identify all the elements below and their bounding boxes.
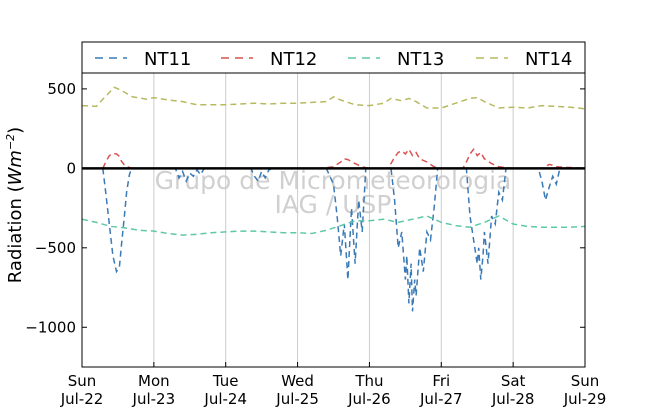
x-tick-label-day: Sun [571,372,600,390]
x-tick-label-day: Sun [68,372,97,390]
y-axis-ticks: 500 0 −500 −1000 [25,80,585,336]
y-tick-label: 0 [66,159,76,177]
x-tick-label-date: Jul-25 [275,390,319,408]
legend-label-nt13: NT13 [397,49,444,70]
watermark: Grupo de Micrometeorologia IAG / USP [155,166,512,219]
legend-box [81,41,586,74]
x-tick-label-day: Thu [354,372,383,390]
x-tick-label-date: Jul-23 [132,390,176,408]
x-tick-label-day: Mon [138,372,170,390]
x-tick-label-date: Jul-27 [419,390,463,408]
watermark-line-2: IAG / USP [275,190,392,219]
x-tick-label-date: Jul-28 [491,390,535,408]
x-tick-label-day: Wed [281,372,314,390]
y-tick-label: −1000 [25,318,76,336]
y-tick-label: −500 [35,239,76,257]
y-axis-label: Radiation (Wm−2) [4,127,26,283]
x-axis-ticks: SunJul-22MonJul-23TueJul-24WedJul-25ThuJ… [60,362,607,408]
legend-label-nt11: NT11 [144,49,191,70]
x-tick-label-date: Jul-26 [347,390,391,408]
plot-frame [81,72,586,368]
legend-label-nt12: NT12 [270,49,317,70]
grid-lines [153,73,514,367]
x-tick-label-day: Sat [501,372,526,390]
series-line-nt14 [81,86,586,110]
legend: NT11 NT12 NT13 NT14 [81,41,586,74]
series-line-nt13 [81,215,586,236]
x-tick-label-date: Jul-22 [60,390,104,408]
legend-label-nt14: NT14 [525,49,572,70]
y-tick-label: 500 [47,80,76,98]
x-tick-label-date: Jul-24 [203,390,247,408]
x-tick-label-day: Fri [432,372,450,390]
watermark-line-1: Grupo de Micrometeorologia [155,166,512,195]
x-tick-label-day: Tue [212,372,239,390]
x-tick-label-date: Jul-29 [563,390,607,408]
